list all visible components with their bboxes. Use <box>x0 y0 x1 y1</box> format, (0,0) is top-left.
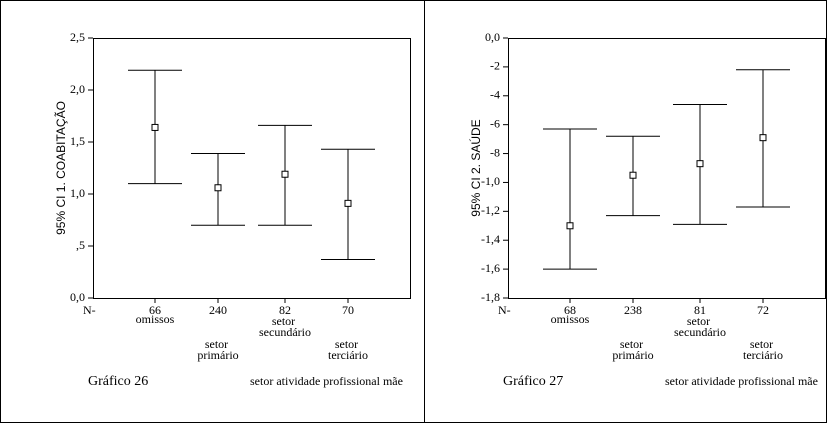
y-tick-label: -4 <box>490 88 500 102</box>
y-tick-label: -2 <box>490 59 500 73</box>
y-tick-label: -1,4 <box>481 232 500 246</box>
y-tick-label: -1,2 <box>481 203 500 217</box>
y-tick-label: 1,5 <box>70 134 85 148</box>
count-label: 68 <box>564 303 576 317</box>
y-tick-label: -8 <box>490 145 500 159</box>
mean-marker <box>281 170 289 178</box>
count-label: 82 <box>279 303 291 317</box>
mean-marker <box>566 222 574 230</box>
y-tick-label: 1,0 <box>70 186 85 200</box>
y-tick-label: -1,6 <box>481 261 500 275</box>
mean-marker <box>759 134 767 142</box>
y-axis-label: 95% CI 2. SAÚDE <box>468 119 483 216</box>
mean-marker <box>214 184 222 192</box>
count-label: 240 <box>209 303 227 317</box>
count-label: 238 <box>624 303 642 317</box>
count-label: 70 <box>342 303 354 317</box>
x-axis-label: setor atividade profissional mãe <box>665 374 818 388</box>
x-axis-label: setor atividade profissional mãe <box>250 374 403 388</box>
mean-marker <box>344 199 352 207</box>
category-label: omissos <box>551 312 590 326</box>
mean-marker <box>151 123 159 131</box>
count-label: 66 <box>149 303 161 317</box>
y-tick-label: -1,8 <box>481 290 500 304</box>
category-label: setor secundário <box>259 314 311 339</box>
y-axis-label: 95% CI 1. COABITAÇÃO <box>54 101 68 235</box>
mean-marker <box>696 160 704 168</box>
category-label: omissos <box>136 312 175 326</box>
y-tick-label: 0,0 <box>485 30 500 44</box>
y-tick-label: 0,0 <box>70 290 85 304</box>
n-label: N- <box>83 303 96 317</box>
y-tick-label: 2,0 <box>70 82 85 96</box>
y-tick-label: -6 <box>490 116 500 130</box>
mean-marker <box>629 171 637 179</box>
count-label: 72 <box>757 303 769 317</box>
category-label: setor terciário <box>743 337 783 362</box>
plot-frame <box>93 38 411 299</box>
y-tick-label: -1,0 <box>481 174 500 188</box>
caption: Gráfico 27 <box>503 374 563 389</box>
category-label: setor primário <box>197 337 238 362</box>
category-label: setor terciário <box>328 337 368 362</box>
y-tick-label: 2,5 <box>70 30 85 44</box>
category-label: setor secundário <box>674 314 726 339</box>
count-label: 81 <box>694 303 706 317</box>
y-tick-label: ,5 <box>76 238 85 252</box>
n-label: N- <box>498 303 511 317</box>
category-label: setor primário <box>612 337 653 362</box>
caption: Gráfico 26 <box>88 374 148 389</box>
plot-frame <box>508 38 826 299</box>
